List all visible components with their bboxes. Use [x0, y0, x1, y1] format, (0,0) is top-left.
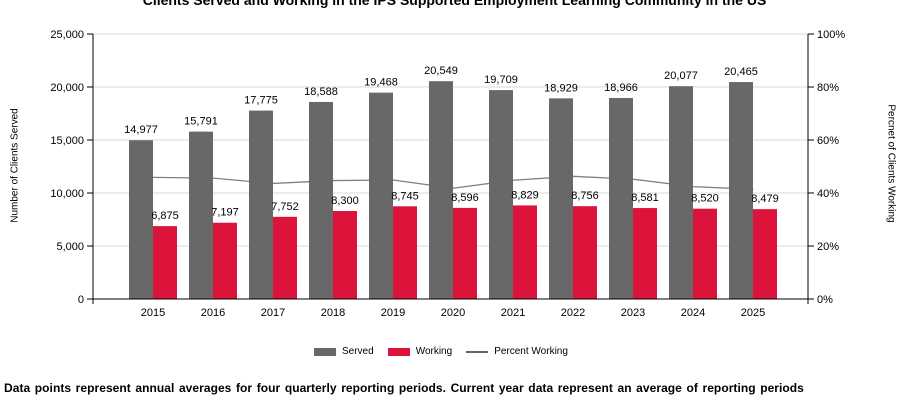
bar-served	[369, 92, 393, 300]
x-tick-label: 2015	[141, 307, 165, 319]
footer-note: Data points represent annual averages fo…	[4, 381, 804, 395]
bar-served	[729, 82, 753, 299]
bar-working	[153, 226, 177, 299]
y-tick-label-left: 15,000	[50, 135, 84, 147]
bars	[129, 81, 777, 300]
y-axis-title-right: Percnet of Clients Working	[885, 104, 897, 223]
y-tick-label-left: 5,000	[56, 241, 84, 253]
legend-swatch-served	[314, 347, 336, 356]
data-label-working: 8,829	[511, 189, 539, 201]
data-label-served: 15,791	[184, 116, 218, 128]
bar-working	[573, 206, 597, 299]
x-tick-label: 2020	[441, 307, 465, 319]
bar-served	[609, 97, 633, 299]
data-label-served: 17,775	[244, 95, 278, 107]
data-label-working: 8,756	[571, 190, 599, 202]
bar-working	[513, 205, 537, 299]
chart-plot: 0 5,000 10,000 15,000 20,000 25,000 0% 20% 40% 60…	[50, 29, 845, 319]
axes: 0 5,000 10,000 15,000 20,000 25,000 0% 20% 40% 60…	[50, 29, 845, 319]
x-tick-label: 2018	[321, 307, 345, 319]
legend-item-percent: Percent Working	[466, 346, 568, 357]
bar-working	[333, 211, 357, 299]
legend-item-working: Working	[387, 346, 453, 357]
x-tick-label: 2022	[561, 307, 585, 319]
data-label-served: 19,709	[484, 74, 518, 86]
legend-label-working: Working	[415, 346, 453, 357]
x-tick-label: 2019	[381, 307, 405, 319]
legend: Served Working Percent Working	[314, 346, 582, 357]
data-label-working: 8,520	[691, 193, 719, 205]
y-tick-label-right: 60%	[817, 135, 839, 147]
bar-working	[753, 209, 777, 299]
legend-label-served: Served	[342, 346, 374, 357]
bar-served	[429, 81, 453, 299]
y-tick-label-right: 20%	[817, 241, 839, 253]
x-tick-label: 2024	[681, 307, 705, 319]
bar-served	[249, 110, 273, 300]
bar-working	[693, 208, 717, 299]
data-label-served: 20,077	[664, 70, 698, 82]
data-label-served: 18,588	[304, 86, 338, 98]
legend-swatch-working	[387, 347, 410, 356]
bar-served	[549, 98, 573, 299]
data-label-served: 18,929	[544, 82, 578, 94]
y-tick-label-right: 0%	[817, 294, 833, 306]
bar-working	[273, 216, 297, 299]
bar-served	[669, 86, 693, 299]
data-label-served: 18,966	[604, 82, 638, 94]
data-label-working: 8,479	[751, 193, 779, 205]
bar-served	[129, 140, 153, 299]
bar-served	[309, 101, 333, 300]
legend-line-percent	[466, 350, 489, 353]
x-tick-label: 2021	[501, 307, 525, 319]
y-tick-label-left: 20,000	[50, 82, 84, 94]
legend-label-percent: Percent Working	[494, 346, 568, 357]
legend-item-served: Served	[314, 346, 374, 357]
data-label-working: 7,752	[271, 201, 299, 213]
data-labels: 14,977 6,875 15,791 7,197 17,775 7,752 18,588 8…	[124, 65, 779, 222]
x-tick-label: 2016	[201, 307, 225, 319]
x-tick-label: 2023	[621, 307, 645, 319]
data-label-working: 7,197	[211, 207, 239, 219]
data-label-working: 6,875	[151, 210, 179, 222]
bar-working	[453, 207, 477, 299]
y-tick-label-left: 25,000	[50, 29, 84, 41]
data-label-working: 8,581	[631, 192, 659, 204]
data-label-working: 8,596	[451, 192, 479, 204]
data-label-working: 8,300	[331, 195, 359, 207]
y-tick-label-right: 40%	[817, 188, 839, 200]
y-tick-label-right: 100%	[817, 29, 845, 41]
data-label-served: 19,468	[364, 77, 398, 89]
data-label-served: 20,465	[724, 66, 758, 78]
bar-served	[189, 131, 213, 299]
data-label-served: 14,977	[124, 124, 158, 136]
y-tick-label-left: 0	[78, 294, 84, 306]
y-tick-label-left: 10,000	[50, 188, 84, 200]
bar-served	[489, 90, 513, 300]
bar-working	[213, 222, 237, 299]
x-tick-label: 2025	[741, 307, 765, 319]
percent-line-group	[152, 175, 754, 190]
y-tick-label-right: 80%	[817, 82, 839, 94]
bar-working	[633, 208, 657, 299]
data-label-served: 20,549	[424, 65, 458, 77]
data-label-working: 8,745	[391, 190, 419, 202]
y-axis-title-left: Number of Clients Served	[9, 108, 21, 223]
bar-working	[393, 206, 417, 299]
x-tick-label: 2017	[261, 307, 285, 319]
chart-title: Clients Served and Working in the IPS Su…	[142, 0, 767, 8]
